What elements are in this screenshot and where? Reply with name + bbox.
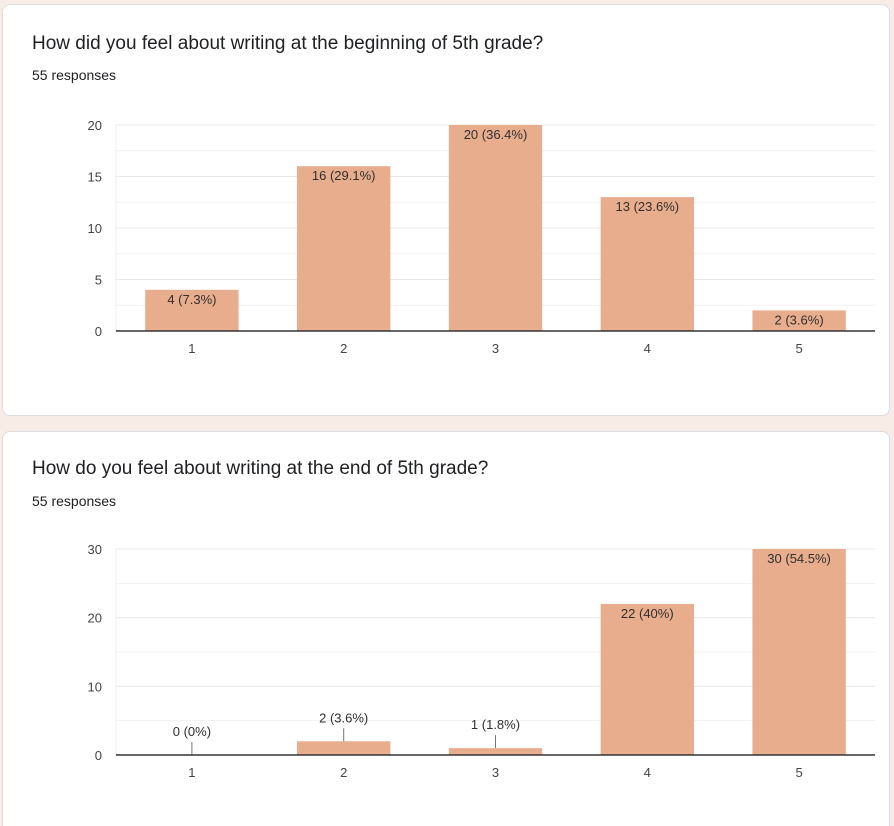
x-tick-label: 3 bbox=[492, 765, 499, 780]
data-label: 16 (29.1%) bbox=[312, 168, 376, 183]
bar[interactable] bbox=[448, 748, 543, 755]
data-label: 1 (1.8%) bbox=[471, 717, 520, 732]
y-tick-label: 5 bbox=[95, 273, 102, 288]
x-tick-label: 2 bbox=[340, 341, 347, 356]
data-label: 20 (36.4%) bbox=[464, 127, 528, 142]
response-count: 55 responses bbox=[32, 493, 117, 509]
x-tick-label: 4 bbox=[644, 341, 651, 356]
data-label: 0 (0%) bbox=[173, 724, 211, 739]
data-label: 30 (54.5%) bbox=[767, 551, 831, 566]
x-tick-label: 5 bbox=[795, 765, 802, 780]
data-label: 13 (23.6%) bbox=[616, 199, 680, 214]
x-tick-label: 1 bbox=[188, 341, 195, 356]
bar[interactable] bbox=[752, 549, 846, 755]
bar-chart-beginning: 0 5 10 15 20 4 (7.3%) 1 16 (29.1%) 2 20 (36.4%) 3 1… bbox=[88, 118, 875, 356]
y-tick-label: 0 bbox=[95, 748, 102, 763]
y-tick-label: 10 bbox=[88, 221, 102, 236]
bar[interactable] bbox=[145, 289, 239, 331]
y-tick-label: 20 bbox=[88, 118, 102, 133]
question-title: How did you feel about writing at the be… bbox=[32, 33, 544, 54]
x-tick-label: 1 bbox=[188, 765, 195, 780]
y-tick-label: 20 bbox=[88, 611, 102, 626]
y-tick-label: 15 bbox=[88, 170, 102, 185]
bar[interactable] bbox=[448, 125, 543, 331]
y-tick-label: 10 bbox=[88, 679, 102, 694]
y-tick-label: 0 bbox=[95, 324, 102, 339]
bar[interactable] bbox=[297, 741, 391, 755]
question-card-beginning: How did you feel about writing at the be… bbox=[2, 4, 890, 416]
data-label: 22 (40%) bbox=[621, 606, 674, 621]
question-card-end: How do you feel about writing at the end… bbox=[2, 431, 890, 826]
x-tick-label: 5 bbox=[795, 341, 802, 356]
x-tick-label: 3 bbox=[492, 341, 499, 356]
bar[interactable] bbox=[600, 197, 694, 331]
x-tick-label: 4 bbox=[644, 765, 651, 780]
data-label: 4 (7.3%) bbox=[167, 292, 216, 307]
question-title: How do you feel about writing at the end… bbox=[32, 458, 489, 479]
bar-chart-end: 0 10 20 30 0 (0%) 1 2 (3.6%) 2 1 (1.8%) 3 22 (40%)… bbox=[88, 542, 875, 780]
bar[interactable] bbox=[752, 310, 846, 331]
x-tick-label: 2 bbox=[340, 765, 347, 780]
response-count: 55 responses bbox=[32, 67, 117, 83]
bar[interactable] bbox=[297, 166, 391, 331]
data-label: 2 (3.6%) bbox=[319, 710, 368, 725]
data-label: 2 (3.6%) bbox=[775, 312, 824, 327]
y-tick-label: 30 bbox=[88, 542, 102, 557]
bar[interactable] bbox=[600, 603, 694, 755]
